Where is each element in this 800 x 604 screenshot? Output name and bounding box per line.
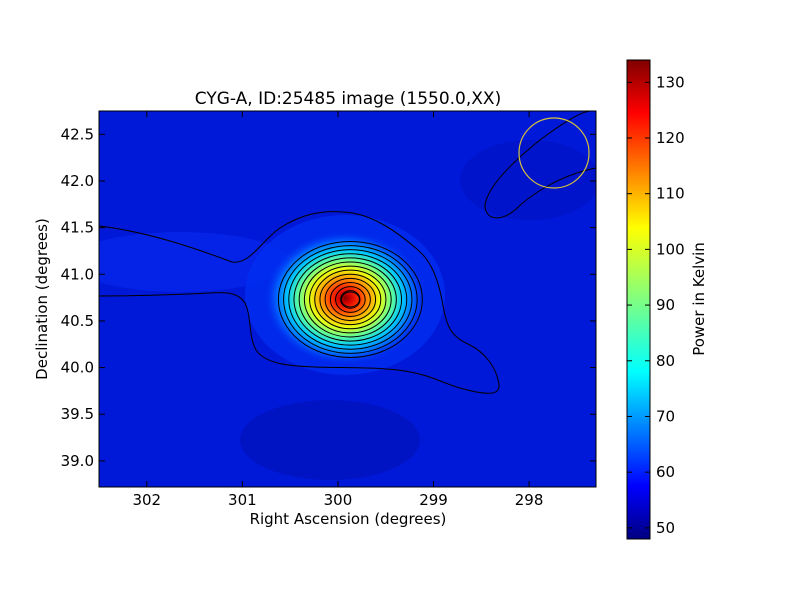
contour-ring [324, 277, 377, 322]
contour-ring [335, 286, 366, 313]
plot-frame [98, 110, 597, 488]
y-axis: 39.0 39.5 40.0 40.5 41.0 41.5 42.0 42.5 [61, 125, 596, 470]
colorbar [626, 59, 651, 540]
contour-ring [340, 290, 361, 309]
dip-south [240, 400, 420, 480]
contour-ring [277, 240, 423, 358]
colorbar-tick-label: 110 [656, 185, 685, 203]
y-axis-label: Declination (degrees) [33, 218, 51, 380]
contour-ring [329, 281, 371, 317]
y-tick-label: 40.5 [61, 312, 94, 330]
chart-title: CYG-A, ID:25485 image (1550.0,XX) [195, 89, 501, 109]
y-tick-label: 39.5 [61, 405, 94, 423]
contours [99, 111, 596, 394]
contour-ring [298, 257, 403, 342]
contour-outer [99, 211, 500, 394]
contour-ring [309, 265, 392, 334]
contour-ring [293, 253, 408, 346]
colorbar-tick-label: 90 [656, 296, 675, 314]
x-axis: 302 301 300 299 298 [132, 111, 543, 509]
colorbar-tick-label: 130 [656, 73, 685, 91]
plot-area [99, 111, 596, 487]
y-tick-label: 39.0 [61, 452, 94, 470]
x-tick-label: 300 [324, 491, 353, 509]
contour-ne [484, 111, 596, 219]
contour-ring [288, 249, 413, 350]
plume-ne [460, 140, 596, 220]
x-tick-label: 298 [515, 491, 544, 509]
colorbar-tick-label: 50 [656, 519, 675, 537]
contour-ring [314, 269, 387, 330]
contour-ring [303, 261, 397, 338]
colorbar-label: Power in Kelvin [690, 242, 708, 356]
colorbar-tick-label: 80 [656, 352, 675, 370]
y-tick-label: 42.0 [61, 172, 94, 190]
contour-ring [283, 245, 418, 354]
colorbar-ticks: 50 60 70 80 90 100 110 120 130 [627, 73, 685, 537]
y-tick-label: 41.0 [61, 265, 94, 283]
y-tick-label: 42.5 [61, 125, 94, 143]
y-tick-label: 41.5 [61, 219, 94, 237]
x-tick-label: 299 [419, 491, 448, 509]
source-blob [263, 230, 427, 366]
contour-ring [319, 273, 382, 326]
beam-circle [518, 117, 590, 189]
colorbar-tick-label: 70 [656, 407, 675, 425]
plume-left [99, 232, 290, 292]
colorbar-tick-label: 120 [656, 129, 685, 147]
x-tick-label: 301 [228, 491, 257, 509]
x-axis-label: Right Ascension (degrees) [250, 510, 447, 528]
x-tick-label: 302 [132, 491, 161, 509]
y-tick-label: 40.0 [61, 359, 94, 377]
colorbar-tick-label: 100 [656, 240, 685, 258]
contour-peak [340, 291, 360, 308]
colorbar-tick-label: 60 [656, 463, 675, 481]
